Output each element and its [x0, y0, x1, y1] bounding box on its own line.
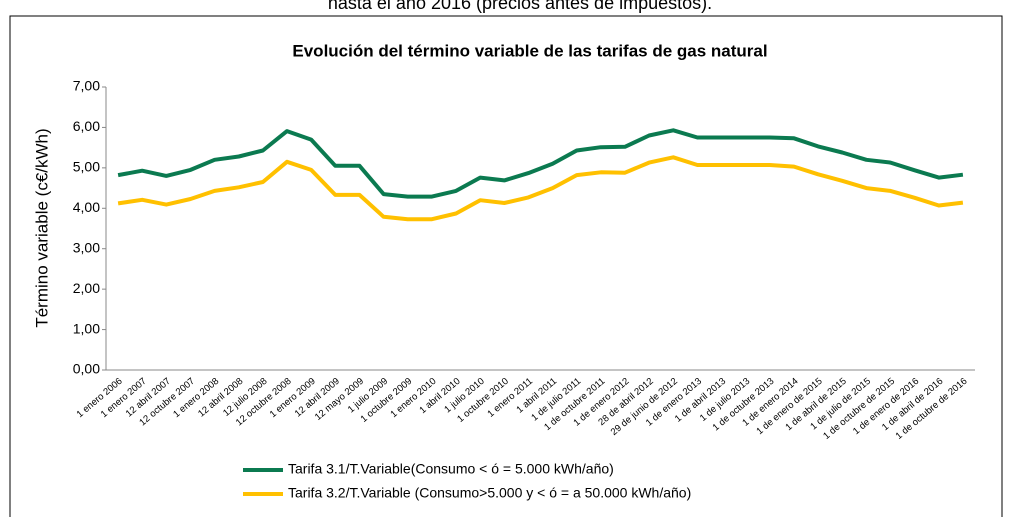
chart-title: Evolución del término variable de las ta…	[292, 41, 767, 60]
y-tick-label: 3,00	[73, 239, 100, 255]
series-line	[117, 128, 964, 199]
y-tick-label: 6,00	[73, 118, 100, 134]
y-tick-label: 2,00	[73, 280, 100, 296]
legend-label: Tarifa 3.1/T.Variable(Consumo < ó = 5.00…	[288, 461, 614, 477]
y-axis-label: Término variable (c€/kWh)	[32, 128, 51, 327]
caption: hasta el año 2016 (precios antes de impu…	[328, 0, 712, 13]
y-tick-label: 1,00	[73, 320, 100, 336]
y-tick-label: 5,00	[73, 159, 100, 175]
chart-border	[9, 15, 1003, 517]
y-tick-label: 7,00	[73, 78, 100, 94]
y-tick-label: 0,00	[73, 361, 100, 377]
series-line	[117, 155, 964, 222]
legend-label: Tarifa 3.2/T.Variable (Consumo>5.000 y <…	[288, 485, 691, 501]
y-tick-label: 4,00	[73, 199, 100, 215]
